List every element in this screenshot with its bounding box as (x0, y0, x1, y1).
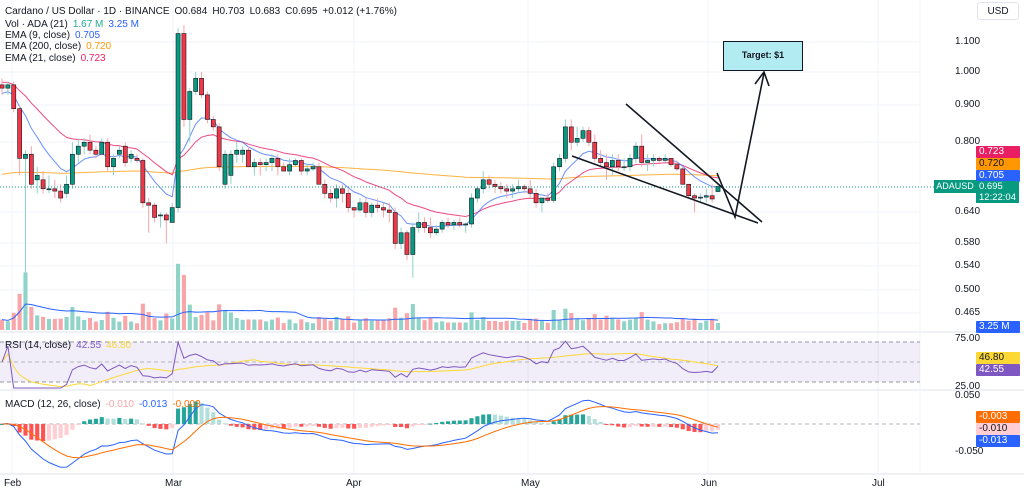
currency-button[interactable]: USD (977, 2, 1019, 20)
rsi-ma-value: 46.80 (106, 340, 132, 351)
rsi-line (1, 340, 719, 389)
rsi-ma-line (1, 352, 719, 388)
volume-legend[interactable]: Vol · ADA (21) 1.67 M 3.25 M (5, 18, 144, 31)
ema200-value: 0.720 (86, 41, 112, 52)
rsi-badge: 42.55 (976, 364, 1020, 376)
price-tick: 0.500 (955, 284, 981, 295)
macd-tick: 0.050 (955, 390, 981, 401)
macd-label: MACD (12, 26, close) (5, 399, 101, 410)
ema21-line (1, 81, 719, 218)
ema9-line (1, 91, 719, 228)
high-label: H (212, 6, 220, 17)
low-value: L0.683 (250, 6, 281, 17)
price-tick: 0.640 (955, 206, 981, 217)
ema9-label: EMA (9, close) (5, 30, 71, 41)
high-num: 0.703 (219, 6, 245, 17)
ema200-price-badge: 0.720 (976, 158, 1020, 170)
pane-separators (0, 0, 1024, 475)
low-num: 0.683 (255, 6, 281, 17)
symbol-title: Cardano / US Dollar · 1D · BINANCE (5, 6, 170, 17)
time-tick-jul: Jul (872, 478, 885, 489)
low-label: L (249, 6, 256, 17)
rsi-legend[interactable]: RSI (14, close) 42.55 46.80 (5, 339, 136, 352)
close-value: C0.695 (285, 6, 317, 17)
price-tick: 0.800 (955, 136, 981, 147)
ema21-price-badge: 0.723 (976, 146, 1020, 158)
rsi-ma-badge: 46.80 (976, 352, 1020, 364)
macd-hist-value: -0.010 (105, 399, 134, 410)
falling-wedge-drawing[interactable] (571, 103, 763, 224)
price-tick: 1.100 (955, 36, 981, 47)
last-price-badge: 0.695 12:22:04 (976, 181, 1019, 203)
rsi-band (0, 342, 920, 382)
time-tick-may: May (521, 478, 540, 489)
rsi-value: 42.55 (76, 340, 102, 351)
volume-ma-value: 3.25 M (108, 19, 139, 30)
ema9-price-badge: 0.705 (976, 170, 1020, 182)
open-label: O (174, 6, 183, 17)
last-price-value: 0.695 (979, 181, 1003, 192)
price-tick: 0.465 (955, 307, 981, 318)
rsi-label: RSI (14, close) (5, 340, 72, 351)
price-tick: 0.580 (955, 237, 981, 248)
rsi-tick: 75.00 (955, 333, 981, 344)
time-tick-apr: Apr (346, 478, 362, 489)
ema21-legend[interactable]: EMA (21, close) 0.723 (5, 52, 111, 65)
ema200-line (1, 165, 719, 180)
bar-countdown: 12:22:04 (979, 192, 1016, 203)
macd-signal-line (1, 406, 719, 459)
macd-signal-value: -0.003 (172, 399, 201, 410)
ema200-label: EMA (200, close) (5, 41, 82, 52)
target-annotation[interactable]: Target: $1 (723, 41, 803, 71)
candlesticks (0, 25, 721, 304)
close-num: 0.695 (292, 6, 318, 17)
price-tick: 0.540 (955, 260, 981, 271)
macd-tick: -0.050 (955, 446, 984, 457)
macd-hist-badge: -0.010 (976, 423, 1020, 435)
macd-badge: -0.013 (976, 435, 1020, 447)
change-value: +0.012 (+1.76%) (322, 6, 397, 17)
grid-lines (0, 0, 920, 474)
time-tick-jun: Jun (701, 478, 718, 489)
volume-label: Vol · ADA (21) (5, 19, 68, 30)
volume-ma-badge: 3.25 M (976, 321, 1020, 333)
ema200-legend[interactable]: EMA (200, close) 0.720 (5, 40, 116, 53)
symbol-price-tag: ADAUSD (934, 180, 976, 193)
ema21-label: EMA (21, close) (5, 53, 76, 64)
macd-legend[interactable]: MACD (12, 26, close) -0.010 -0.013 -0.003 (5, 398, 206, 411)
macd-signal-badge: -0.003 (976, 411, 1020, 423)
volume-ma-line (1, 303, 719, 322)
volume-value: 1.67 M (72, 19, 104, 30)
price-tick: 1.000 (955, 66, 981, 77)
open-num: 0.684 (182, 6, 208, 17)
price-tick: 0.900 (955, 99, 981, 110)
macd-line (1, 399, 719, 468)
symbol-legend[interactable]: Cardano / US Dollar · 1D · BINANCE O0.684… (5, 5, 402, 18)
time-tick-mar: Mar (165, 478, 183, 489)
high-value: H0.703 (212, 6, 244, 17)
rsi-tick: 25.00 (955, 381, 981, 392)
open-value: O0.684 (175, 6, 208, 17)
ema21-value: 0.723 (80, 53, 106, 64)
target-arrow-drawing[interactable] (716, 70, 770, 220)
close-label: C (285, 6, 293, 17)
macd-value: -0.013 (138, 399, 168, 410)
ema9-legend[interactable]: EMA (9, close) 0.705 (5, 29, 105, 42)
time-tick-feb: Feb (4, 478, 22, 489)
ema9-value: 0.705 (75, 30, 101, 41)
